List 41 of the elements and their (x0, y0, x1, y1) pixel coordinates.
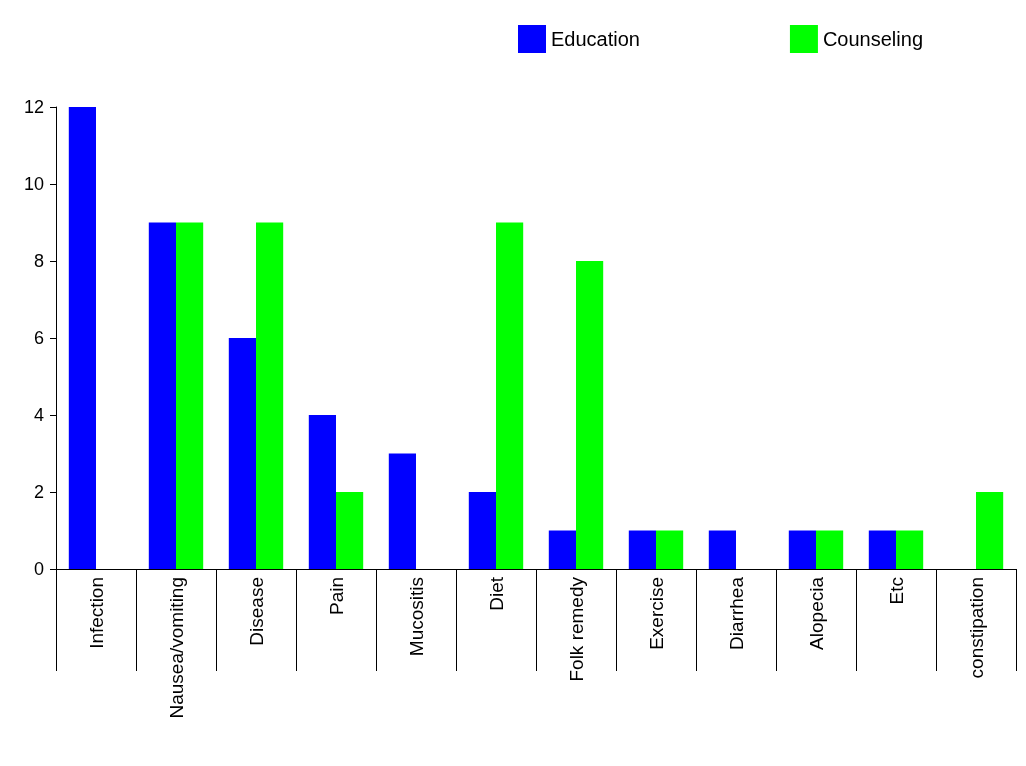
legend-label: Counseling (822, 28, 924, 50)
bar (976, 492, 1004, 569)
y-tick-label: 12 (23, 97, 44, 117)
x-tick-label: Exercise (645, 577, 667, 650)
x-tick-label: Nausea/vomiting (165, 577, 187, 719)
bar (176, 222, 204, 569)
y-tick-label: 0 (33, 559, 44, 579)
x-tick-label: Pain (325, 577, 347, 616)
bar (816, 530, 844, 569)
bar (868, 530, 896, 569)
bar (336, 492, 364, 569)
bar (228, 338, 256, 569)
bar (656, 530, 684, 569)
legend-label: Education (550, 28, 640, 50)
y-tick-label: 6 (33, 328, 44, 348)
bar (576, 261, 604, 569)
x-tick-label: Etc (885, 577, 907, 605)
x-tick-label: Infection (85, 577, 107, 649)
y-tick-label: 2 (33, 482, 44, 502)
bar (788, 530, 816, 569)
x-tick-label: Disease (245, 577, 267, 646)
x-tick-label: Mucositis (405, 577, 427, 657)
bar (148, 222, 176, 569)
bar (708, 530, 736, 569)
y-tick-label: 8 (33, 251, 44, 271)
bar (388, 453, 416, 569)
bar (896, 530, 924, 569)
bar (468, 492, 496, 569)
bar (308, 415, 336, 569)
x-tick-label: Diet (485, 576, 507, 611)
x-tick-label: Folk remedy (565, 576, 587, 682)
bar (256, 222, 284, 569)
x-tick-label: Diarrhea (725, 576, 747, 650)
x-tick-label: constipation (965, 577, 987, 679)
y-tick-label: 10 (23, 174, 44, 194)
x-tick-label: Alopecia (805, 576, 827, 650)
bar (496, 222, 524, 569)
bar (68, 107, 96, 569)
bar (628, 530, 656, 569)
y-tick-label: 4 (33, 405, 44, 425)
bar (548, 530, 576, 569)
